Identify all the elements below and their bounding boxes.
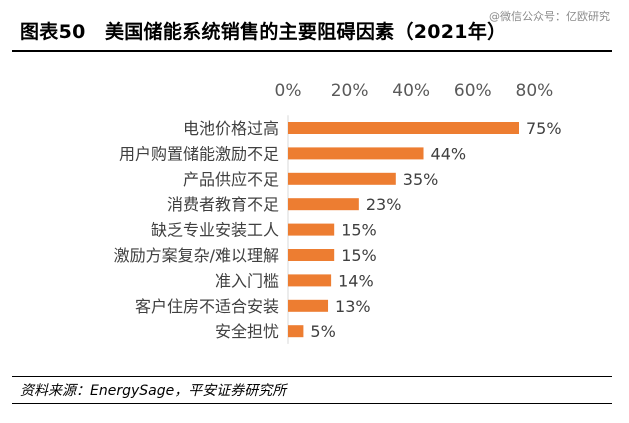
- category-label: 产品供应不足: [183, 170, 279, 189]
- value-label: 75%: [526, 119, 562, 138]
- value-label: 35%: [403, 170, 439, 189]
- x-tick-label: 20%: [331, 81, 369, 101]
- category-label: 激励方案复杂/难以理解: [114, 246, 279, 265]
- category-label: 用户购置储能激励不足: [119, 144, 279, 163]
- bar: [288, 122, 519, 134]
- bar: [288, 325, 304, 338]
- value-label: 13%: [335, 297, 371, 316]
- category-label: 电池价格过高: [183, 119, 279, 138]
- watermark: @微信公众号：亿欧研究: [489, 10, 610, 23]
- value-label: 14%: [338, 271, 374, 290]
- value-label: 23%: [366, 195, 402, 214]
- source-note: 资料来源：EnergySage，平安证券研究所: [20, 383, 287, 399]
- bar: [288, 249, 335, 261]
- category-label: 安全担忧: [215, 322, 279, 341]
- value-label: 15%: [341, 246, 377, 265]
- value-label: 44%: [431, 144, 467, 163]
- category-label: 准入门槛: [215, 271, 279, 290]
- chart-title: 图表50 美国储能系统销售的主要阻碍因素（2021年）: [20, 21, 507, 43]
- bar: [288, 274, 332, 287]
- category-label: 客户住房不适合安装: [135, 297, 279, 316]
- bar: [288, 172, 396, 185]
- x-tick-label: 80%: [516, 81, 554, 101]
- bar: [288, 299, 329, 312]
- bar: [288, 223, 335, 236]
- x-tick-label: 40%: [392, 81, 430, 101]
- source-bar: 资料来源：EnergySage，平安证券研究所: [12, 376, 612, 404]
- value-label: 15%: [341, 221, 377, 240]
- category-labels: 电池价格过高用户购置储能激励不足产品供应不足消费者教育不足缺乏专业安装工人激励方…: [114, 119, 279, 341]
- x-tick-label: 60%: [454, 81, 492, 101]
- x-tick-label: 0%: [275, 81, 302, 101]
- title-bar: 图表50 美国储能系统销售的主要阻碍因素（2021年） @微信公众号：亿欧研究: [12, 10, 612, 52]
- x-axis-ticks: 0% 20% 40% 60% 80%: [275, 81, 554, 101]
- category-label: 消费者教育不足: [167, 195, 279, 214]
- value-labels: 75% 44% 35%23% 15% 15% 14% 13%5%: [310, 119, 561, 341]
- bar: [288, 198, 359, 211]
- category-label: 缺乏专业安装工人: [151, 221, 279, 240]
- value-label: 5%: [310, 322, 335, 341]
- bar: [288, 147, 424, 160]
- bars: [288, 122, 519, 338]
